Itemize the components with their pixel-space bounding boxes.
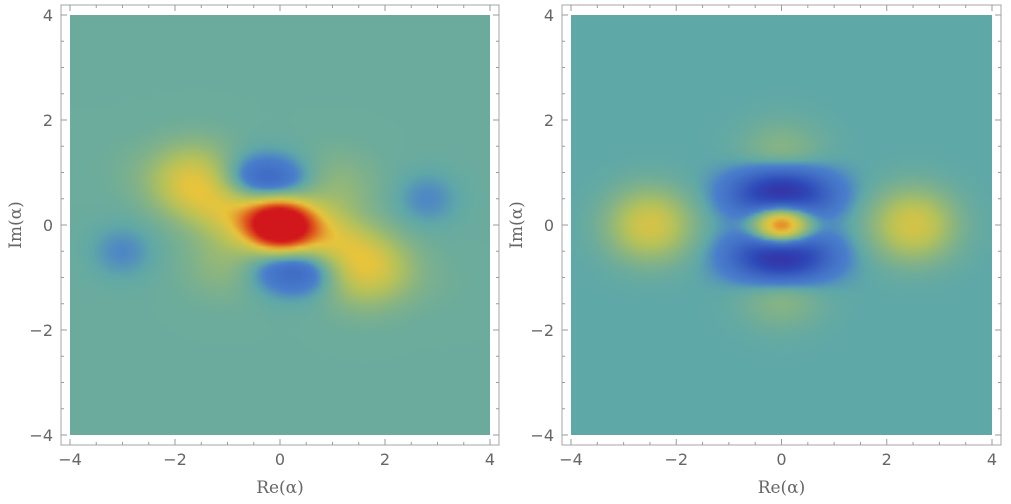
x-tick-label: 2 xyxy=(882,450,892,469)
y-tick-label: 0 xyxy=(43,216,53,235)
x-axis-label: Re(α) xyxy=(758,478,806,498)
x-tick-label: −2 xyxy=(163,450,187,469)
x-tick-label: −4 xyxy=(58,450,82,469)
x-axis-label: Re(α) xyxy=(256,478,304,498)
y-axis-label: Im(α) xyxy=(6,201,26,249)
y-tick-label: −4 xyxy=(29,426,53,445)
y-tick-label: 0 xyxy=(544,216,554,235)
y-tick-label: 2 xyxy=(544,111,554,130)
x-tick-label: 4 xyxy=(987,450,997,469)
y-tick-label: −2 xyxy=(29,321,53,340)
x-tick-label: −2 xyxy=(664,450,688,469)
y-tick-label: 4 xyxy=(544,6,554,25)
heatmap-left xyxy=(70,15,490,435)
x-tick-label: −4 xyxy=(559,450,583,469)
y-tick-label: 4 xyxy=(43,6,53,25)
x-tick-label: 0 xyxy=(275,450,285,469)
wigner-plot-left: −4 −2 0 2 4 −4 −2 0 2 4 Re(α) Im(α) xyxy=(6,4,500,498)
wigner-plot-right: −4 −2 0 2 4 −4 −2 0 2 4 Re(α) Im(α) xyxy=(507,4,1002,498)
y-tick-label: −2 xyxy=(530,321,554,340)
y-axis-label: Im(α) xyxy=(507,201,527,249)
y-tick-label: −4 xyxy=(530,426,554,445)
y-tick-label: 2 xyxy=(43,111,53,130)
x-tick-label: 0 xyxy=(776,450,786,469)
heatmap-right xyxy=(571,15,992,435)
x-tick-label: 4 xyxy=(485,450,495,469)
x-tick-label: 2 xyxy=(380,450,390,469)
